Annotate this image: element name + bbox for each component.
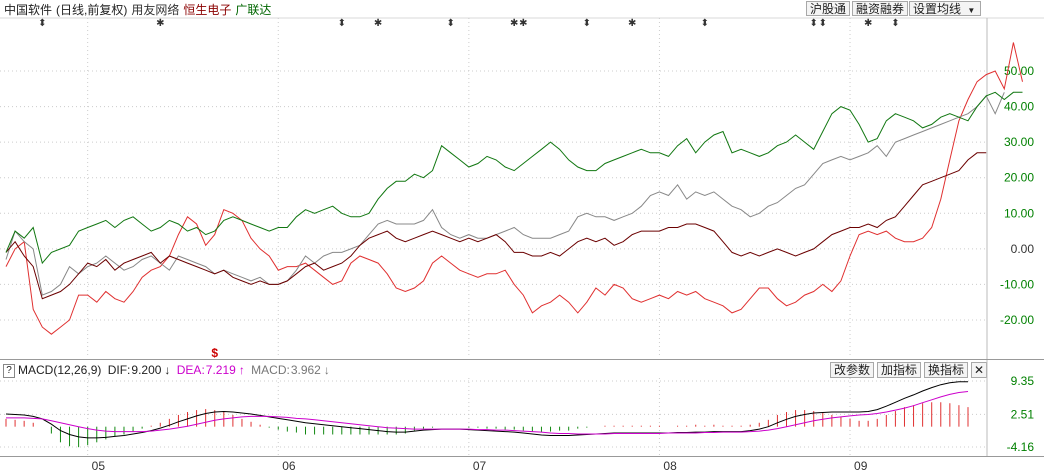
- dea-line: [6, 391, 969, 435]
- add-indicator-button[interactable]: 加指标: [877, 362, 922, 378]
- event-marker-icon[interactable]: ✱: [510, 18, 518, 29]
- change-params-button[interactable]: 改参数: [830, 362, 875, 378]
- series-line-red: [5, 42, 1023, 335]
- macd-y-tick-label: 2.51: [1011, 407, 1035, 421]
- series-line-gray: [5, 92, 1005, 296]
- x-tick-label: 09: [854, 459, 868, 473]
- hk-connect-button[interactable]: 沪股通: [806, 1, 851, 16]
- macd-y-tick-label: -4.16: [1007, 440, 1035, 454]
- y-tick-label: -20.00: [1000, 313, 1034, 327]
- event-marker-icon[interactable]: ✱: [156, 18, 164, 29]
- macd-y-tick-label: 9.35: [1011, 374, 1035, 388]
- y-tick-label: 40.00: [1004, 100, 1034, 114]
- x-tick-label: 07: [473, 459, 487, 473]
- x-tick-label: 08: [663, 459, 677, 473]
- dea-label: DEA:: [176, 363, 205, 377]
- chart-title: 中国软件 (日线,前复权) 用友网络 恒生电子 广联达: [4, 1, 275, 17]
- chevron-down-icon: ▼: [967, 6, 976, 15]
- event-marker-icon[interactable]: ⬍: [447, 18, 455, 29]
- margin-trading-button[interactable]: 融资融券: [852, 1, 909, 16]
- close-icon[interactable]: ✕: [971, 362, 987, 378]
- event-marker-icon[interactable]: ⬍: [891, 18, 899, 29]
- event-marker-icon[interactable]: ⬍: [38, 18, 46, 29]
- event-marker-icon[interactable]: ✱: [519, 18, 527, 29]
- macd-header: ? MACD(12,26,9) DIF:9.200 ↓ DEA:7.219 ↑ MAC…: [3, 363, 333, 379]
- event-marker-icon[interactable]: ✱: [628, 18, 636, 29]
- y-tick-label: 50.00: [1004, 64, 1034, 78]
- y-tick-label: 20.00: [1004, 171, 1034, 185]
- compare-item-glodon[interactable]: 广联达: [235, 3, 272, 17]
- dea-value: 7.219: [205, 363, 236, 377]
- compare-item-hundsun[interactable]: 恒生电子: [183, 3, 232, 17]
- event-marker-icon[interactable]: ⬍: [819, 18, 827, 29]
- event-marker-icon[interactable]: ⬍: [810, 18, 818, 29]
- y-tick-label: 30.00: [1004, 135, 1034, 149]
- y-tick-label: 10.00: [1004, 206, 1034, 220]
- macd-label: MACD:: [251, 363, 290, 377]
- dif-arrow-icon: ↓: [164, 363, 171, 377]
- dividend-marker-icon[interactable]: $: [211, 346, 218, 360]
- help-icon[interactable]: ?: [3, 363, 15, 378]
- main-chart[interactable]: 50.00 40.00 30.00 20.00 10.00 0.00 -10.00 -20.0…: [0, 0, 1044, 360]
- macd-chart[interactable]: 9.35 2.51 -4.16 05 06 07 08 09: [0, 360, 1044, 473]
- dif-value: 9.200: [131, 363, 162, 377]
- stock-name: 中国软件: [4, 3, 53, 17]
- event-marker-icon[interactable]: ✱: [864, 18, 872, 29]
- macd-title: MACD(12,26,9): [18, 363, 102, 377]
- series-line-darkred: [5, 152, 987, 300]
- event-marker-icon[interactable]: ⬍: [701, 18, 709, 29]
- ma-settings-button[interactable]: 设置均线 ▼: [909, 1, 981, 16]
- series-line-green: [5, 91, 1023, 265]
- ma-settings-label: 设置均线: [913, 2, 962, 16]
- switch-indicator-button[interactable]: 换指标: [924, 362, 969, 378]
- macd-arrow-icon: ↓: [323, 363, 330, 377]
- compare-item-yonyou[interactable]: 用友网络: [131, 3, 180, 17]
- chart-mode: (日线,前复权): [56, 3, 128, 17]
- event-marker-icon[interactable]: ⬍: [583, 18, 591, 29]
- macd-value: 3.962: [290, 363, 321, 377]
- event-marker-icon[interactable]: ✱: [374, 18, 382, 29]
- dif-label: DIF:: [107, 363, 131, 377]
- event-marker-icon[interactable]: ⬍: [338, 18, 346, 29]
- x-tick-label: 06: [282, 459, 296, 473]
- y-tick-label: -10.00: [1000, 277, 1034, 291]
- dif-line: [5, 381, 968, 439]
- dea-arrow-icon: ↑: [238, 363, 245, 377]
- x-tick-label: 05: [92, 459, 106, 473]
- y-tick-label: 0.00: [1011, 242, 1035, 256]
